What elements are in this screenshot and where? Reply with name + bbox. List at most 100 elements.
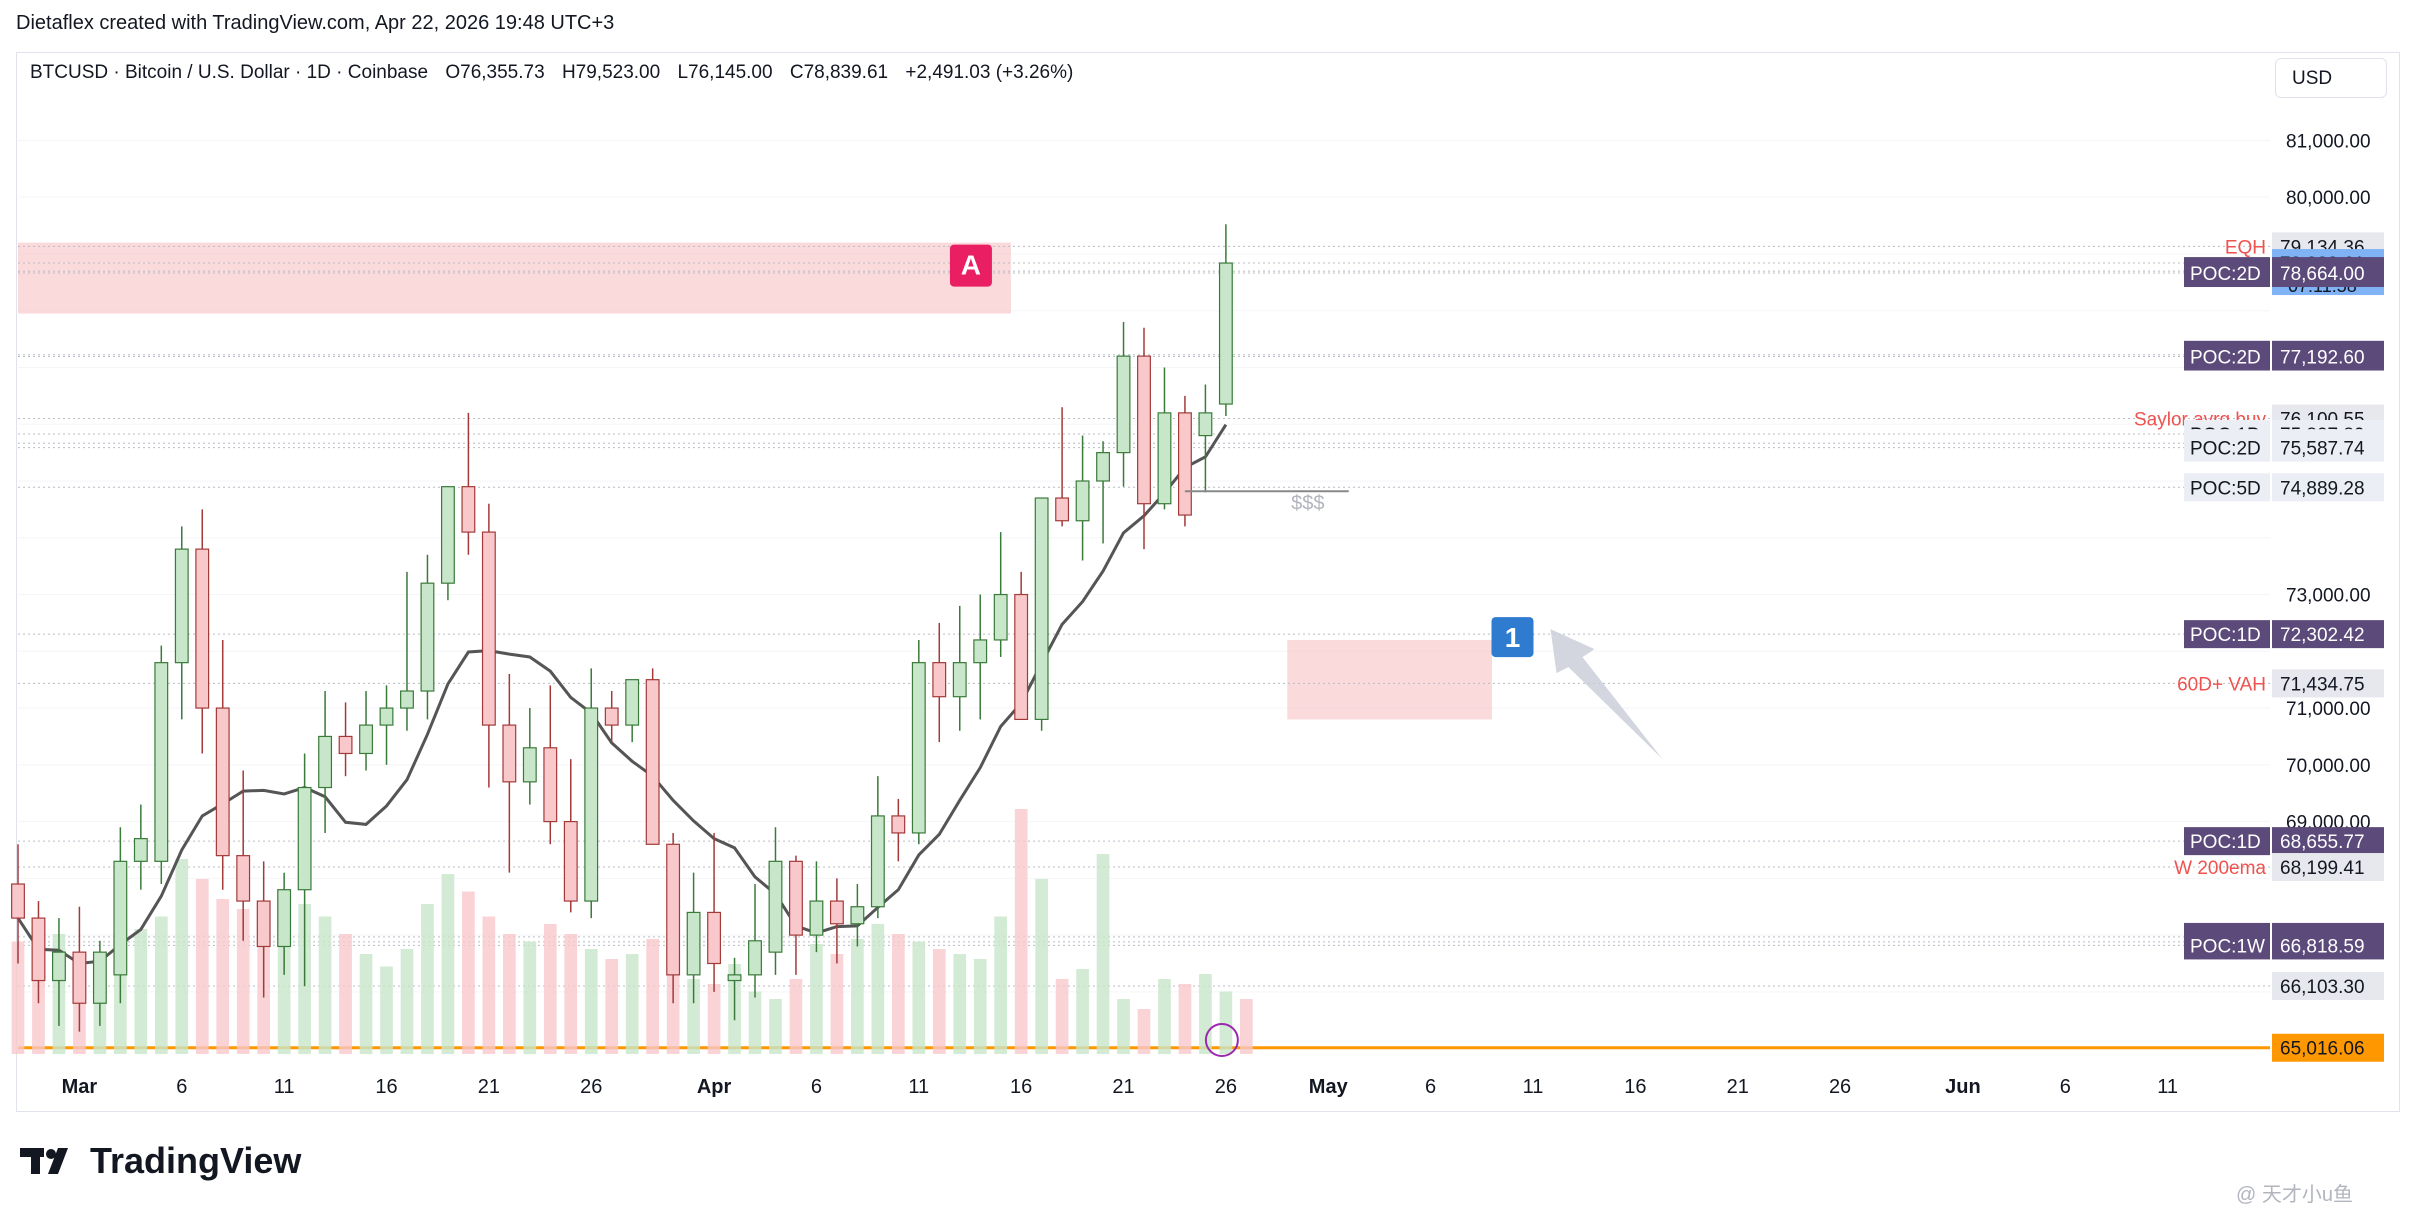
candle-body[interactable] bbox=[870, 815, 885, 908]
volume-bar bbox=[748, 991, 762, 1054]
price-axis-tag[interactable] bbox=[2272, 853, 2384, 882]
zone-a-badge[interactable] bbox=[949, 244, 992, 287]
candle-body[interactable] bbox=[789, 860, 803, 936]
candle-body[interactable] bbox=[318, 735, 333, 789]
volume-bar bbox=[1137, 1009, 1151, 1054]
poc-tag[interactable] bbox=[2184, 433, 2270, 462]
poc-tag[interactable] bbox=[2184, 827, 2270, 856]
candle-body[interactable] bbox=[829, 900, 844, 925]
candle-body[interactable] bbox=[502, 724, 517, 783]
candle-body[interactable] bbox=[297, 786, 312, 891]
legend-low: L76,145.00 bbox=[677, 62, 773, 83]
candle-body[interactable] bbox=[72, 951, 87, 1004]
price-axis-tag[interactable] bbox=[2272, 433, 2384, 462]
candle-body[interactable] bbox=[748, 940, 762, 976]
candle-body[interactable] bbox=[1218, 262, 1233, 405]
candle-body[interactable] bbox=[1034, 497, 1049, 721]
candle-body[interactable] bbox=[440, 486, 455, 584]
y-tick-label: 73,000.00 bbox=[2286, 586, 2371, 607]
candle-body[interactable] bbox=[522, 747, 537, 783]
candle-body[interactable] bbox=[952, 662, 967, 698]
candle-body[interactable] bbox=[932, 662, 947, 698]
candle-body[interactable] bbox=[1177, 412, 1192, 516]
candle-body[interactable] bbox=[1096, 452, 1111, 482]
candle-body[interactable] bbox=[993, 593, 1008, 641]
chart-frame bbox=[16, 52, 2400, 1112]
candle-body[interactable] bbox=[768, 860, 783, 953]
candle-body[interactable] bbox=[543, 747, 558, 823]
candle-body[interactable] bbox=[461, 486, 476, 533]
candle-body[interactable] bbox=[1014, 593, 1029, 721]
candle-body[interactable] bbox=[359, 724, 373, 755]
price-axis-tag[interactable] bbox=[2272, 620, 2384, 649]
candle-body[interactable] bbox=[195, 548, 210, 709]
candle-body[interactable] bbox=[666, 843, 681, 976]
candle-body[interactable] bbox=[215, 707, 230, 857]
candle-body[interactable] bbox=[31, 917, 46, 982]
candle-body[interactable] bbox=[154, 662, 169, 862]
candle-body[interactable] bbox=[1055, 497, 1070, 522]
price-axis-label: 68,655.77 bbox=[2280, 832, 2365, 853]
volume-bar bbox=[1117, 999, 1130, 1054]
price-axis-tag[interactable] bbox=[2272, 259, 2384, 288]
poc-tag-label: POC:2D bbox=[2190, 348, 2261, 369]
supply-zone-a[interactable] bbox=[18, 242, 1011, 314]
price-axis-tag[interactable] bbox=[2272, 473, 2384, 502]
candle-body[interactable] bbox=[256, 900, 271, 948]
price-axis-label: 75,587.74 bbox=[2280, 439, 2365, 460]
tradingview-ai-icon[interactable] bbox=[1204, 1023, 1239, 1057]
candle-body[interactable] bbox=[1157, 412, 1172, 505]
currency-button[interactable]: USD bbox=[2275, 58, 2387, 98]
candle-body[interactable] bbox=[51, 951, 66, 982]
candle-body[interactable] bbox=[338, 735, 353, 755]
candle-body[interactable] bbox=[911, 662, 926, 834]
legend-symbol[interactable]: BTCUSD · Bitcoin / U.S. Dollar · 1D · Co… bbox=[30, 62, 429, 83]
price-axis-tag[interactable] bbox=[2272, 931, 2384, 960]
candle-body[interactable] bbox=[174, 548, 189, 664]
candle-body[interactable] bbox=[727, 974, 742, 982]
candle-body[interactable] bbox=[379, 707, 394, 726]
candle-body[interactable] bbox=[11, 883, 25, 919]
candle-body[interactable] bbox=[400, 690, 414, 709]
price-axis-tag[interactable] bbox=[2272, 1033, 2384, 1062]
marker-1-badge[interactable] bbox=[1491, 617, 1534, 658]
candle-body[interactable] bbox=[1075, 480, 1090, 522]
candle-body[interactable] bbox=[277, 889, 292, 948]
price-axis-tag[interactable] bbox=[2272, 669, 2384, 698]
price-axis-tag[interactable] bbox=[2272, 342, 2384, 371]
demand-zone[interactable] bbox=[1287, 639, 1493, 720]
candle-body[interactable] bbox=[891, 815, 906, 834]
poc-tag[interactable] bbox=[2184, 931, 2270, 960]
poc-tag[interactable] bbox=[2184, 342, 2270, 371]
candle-body[interactable] bbox=[625, 679, 640, 726]
poc-tag-label: POC:1W bbox=[2190, 936, 2265, 957]
candle-body[interactable] bbox=[809, 900, 824, 936]
poc-tag-label: POC:2D bbox=[2190, 439, 2261, 460]
poc-tag[interactable] bbox=[2184, 620, 2270, 649]
candle-body[interactable] bbox=[113, 860, 128, 976]
candle-body[interactable] bbox=[604, 707, 619, 726]
poc-tag[interactable] bbox=[2184, 259, 2270, 288]
candle-body[interactable] bbox=[481, 531, 496, 726]
candle-body[interactable] bbox=[973, 639, 988, 664]
candle-body[interactable] bbox=[850, 906, 865, 925]
x-tick-label: 11 bbox=[2157, 1076, 2178, 1098]
candle-body[interactable] bbox=[420, 582, 435, 692]
candle-body[interactable] bbox=[1198, 412, 1213, 437]
candle-body[interactable] bbox=[92, 951, 107, 1004]
price-axis-tag[interactable] bbox=[2272, 827, 2384, 856]
candle-body[interactable] bbox=[563, 820, 578, 902]
price-axis-tag[interactable] bbox=[2272, 972, 2384, 1001]
candle-body[interactable] bbox=[236, 855, 251, 902]
volume-bar bbox=[257, 941, 271, 1054]
poc-tag[interactable] bbox=[2184, 473, 2270, 502]
candle-body[interactable] bbox=[584, 707, 599, 902]
candle-body[interactable] bbox=[133, 838, 148, 862]
candle-body[interactable] bbox=[707, 911, 722, 965]
tradingview-logo[interactable]: TradingView bbox=[20, 1140, 301, 1182]
candle-body[interactable] bbox=[686, 911, 701, 976]
candle-body[interactable] bbox=[1137, 355, 1151, 505]
candle-body[interactable] bbox=[1116, 355, 1131, 454]
candle-body[interactable] bbox=[645, 679, 660, 845]
